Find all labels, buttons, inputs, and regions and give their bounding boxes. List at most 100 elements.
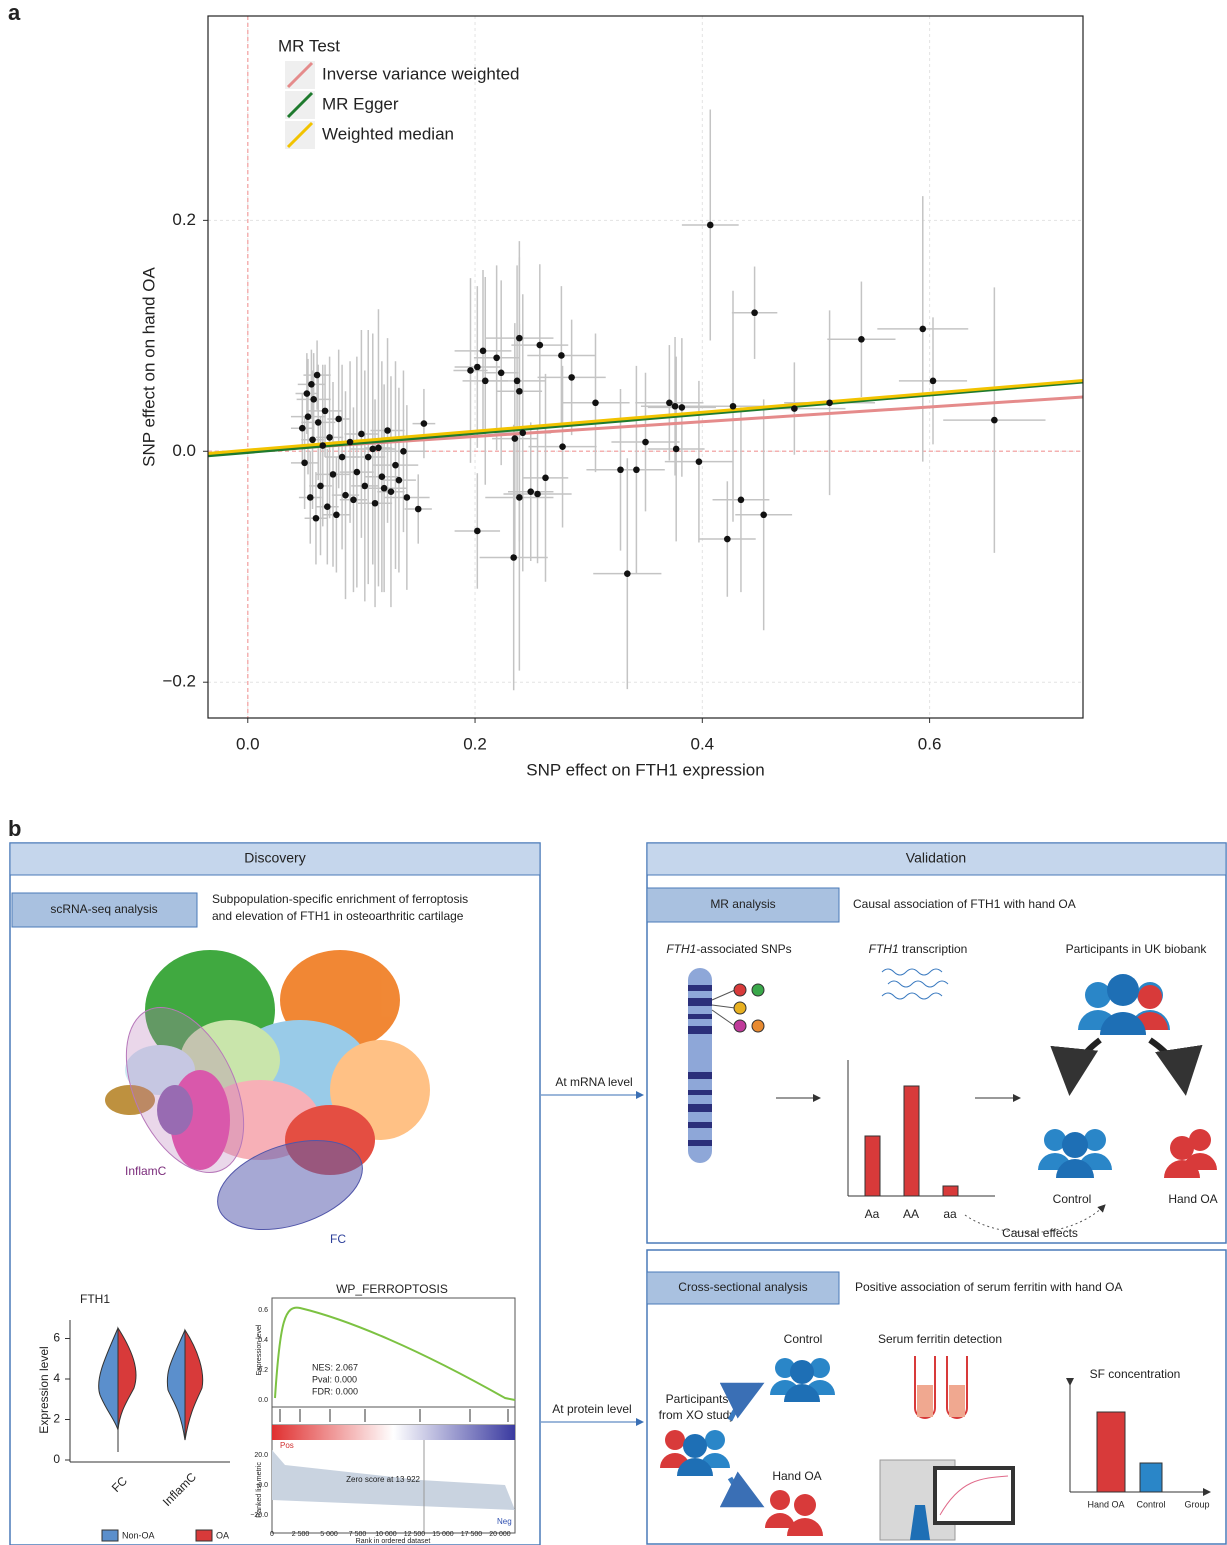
point [421,420,428,427]
point [858,336,865,343]
label: MR analysis [710,897,775,911]
point [991,417,998,424]
tick-label: 0 [53,1452,60,1466]
tick-label: 15 000 [432,1531,454,1538]
discovery-panel-part [196,1530,212,1541]
validation-panel-part-part [688,1104,712,1112]
point [474,528,481,535]
discovery-panel-part [167,1330,185,1440]
label: Subpopulation-specific enrichment of fer… [212,892,468,906]
point [919,326,926,333]
point [396,477,403,484]
point [326,434,333,441]
panel-label: a [8,0,21,25]
point [617,466,624,473]
validation-panel-part-part [688,998,712,1006]
point [305,413,312,420]
cross-sectional-panel-part-part [770,1490,790,1510]
label: Group [1184,1499,1209,1509]
validation-panel-part [734,1020,746,1032]
cross-sectional-panel-part [917,1385,933,1417]
validation-panel-part-part [688,1140,712,1146]
point [384,427,391,434]
validation-panel-part [752,984,764,996]
label: Hand OA [772,1469,821,1483]
cross-sectional-panel-part [765,1490,823,1536]
point [347,439,354,446]
cross-sectional-panel-part [730,1478,760,1505]
discovery-panel-part [272,1425,515,1440]
label: Participants in UK biobank [1066,942,1208,956]
tick-label: 7 500 [349,1531,367,1538]
label: scRNA-seq analysis [50,902,157,916]
tick-label: 12 500 [404,1531,426,1538]
point [542,475,549,482]
point [301,460,308,467]
point [372,500,379,507]
label: Zero score at 13 922 [346,1475,420,1484]
point [480,348,487,355]
point [354,469,361,476]
point [362,483,369,490]
label: Causal association of FTH1 with hand OA [853,897,1076,911]
point [388,488,395,495]
tick-label: 0.0 [258,1482,268,1489]
x-tick-label: 0.0 [236,734,260,753]
point [673,446,680,453]
arrows: At mRNA level At protein level [541,1075,643,1422]
point [333,511,340,518]
point [679,404,686,411]
label: FC [330,1232,346,1246]
validation-panel-part-part [712,1010,735,1026]
label: At mRNA level [555,1075,632,1089]
label: OA [216,1530,229,1540]
label: and elevation of FTH1 in osteoarthritic … [212,909,464,923]
legend-label: MR Egger [322,94,399,113]
label: FTH1 [666,942,696,956]
label: Hand OA [1087,1499,1124,1509]
cross-sectional-panel-part [730,1385,760,1420]
point [672,403,679,410]
point [791,405,798,412]
validation-panel-part-part [712,990,735,1000]
label: At protein level [552,1402,631,1416]
cross-sectional-panel-part-part [705,1430,725,1450]
tick-label: 2 500 [292,1531,310,1538]
label: Causal effects [1002,1226,1078,1240]
validation-panel-part [1100,974,1146,1035]
label: FDR: 0.000 [312,1386,358,1396]
point [375,445,382,452]
discovery-panel-part [280,1409,508,1422]
point [308,381,315,388]
label: InflamC [125,1164,167,1178]
point [392,462,399,469]
point [365,454,372,461]
cross-sectional-panel-part-part [790,1360,814,1384]
validation-panel-part-part [688,985,712,991]
validation-panel-part [882,969,948,999]
point [527,488,534,495]
label: Rank in ordered dataset [356,1538,431,1545]
violin-ticks: 0246 [53,1331,70,1467]
point [415,506,422,513]
point [568,374,575,381]
validation-panel-part [734,1002,746,1014]
label: InflamC [160,1470,199,1509]
point [512,435,519,442]
umap [102,950,430,1246]
validation-panel-part-part [688,1072,712,1079]
validation-panel-part [865,1136,880,1196]
point [707,222,714,229]
cross-sectional-panel: Cross-sectional analysis Positive associ… [647,1250,1226,1544]
y-tick-label: 0.2 [172,210,196,229]
point [350,496,357,503]
point [516,335,523,342]
label: Positive association of serum ferritin w… [855,1280,1122,1294]
panel-label: b [8,816,21,841]
point [558,352,565,359]
label: Non-OA [122,1530,155,1540]
x-tick-label: 0.2 [463,734,487,753]
point [467,367,474,374]
label: FTH1 [80,1292,110,1306]
tick-label: 17 500 [461,1531,483,1538]
